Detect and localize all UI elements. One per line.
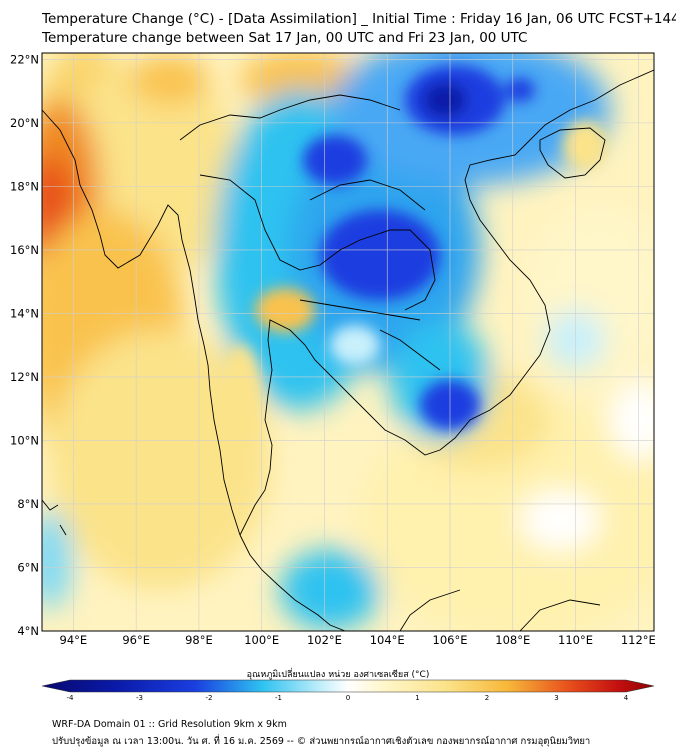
lat-tick-label: 22°N: [10, 52, 39, 66]
lon-tick-label: 102°E: [307, 633, 342, 647]
lon-tick-label: 98°E: [185, 633, 213, 647]
colorbar-tick-label: 3: [554, 694, 558, 702]
lat-tick-label: 12°N: [10, 370, 39, 384]
colorbar-tick-label: 0: [346, 694, 350, 702]
lat-tick-label: 20°N: [10, 116, 39, 130]
lat-tick-label: 6°N: [17, 560, 39, 574]
colorbar-tick-label: -4: [67, 694, 75, 702]
colorbar-tick-label: 2: [485, 694, 489, 702]
lat-tick-label: 8°N: [17, 497, 39, 511]
lon-tick-label: 104°E: [370, 633, 405, 647]
colorbar-label: อุณหภูมิเปลี่ยนแปลง หน่วย องศาเซลเซียส (…: [246, 670, 430, 680]
colorbar-tick-label: -1: [275, 694, 282, 702]
map-subtitle: Temperature change between Sat 17 Jan, 0…: [42, 30, 528, 46]
lon-tick-label: 96°E: [122, 633, 150, 647]
coastlines: [42, 69, 654, 631]
longitude-ticks: 94°E 96°E 98°E 100°E 102°E 104°E 106°E 108°E 110…: [60, 633, 656, 647]
lon-tick-label: 108°E: [495, 633, 530, 647]
lat-tick-label: 14°N: [10, 306, 39, 320]
footer-credit: ปรับปรุงข้อมูล ณ เวลา 13:00น. วัน ศ. ที่…: [52, 736, 591, 747]
colorbar-tick-label: 1: [415, 694, 419, 702]
colorbar-bar: [41, 679, 655, 693]
lat-tick-label: 18°N: [10, 179, 39, 193]
latitude-ticks: 22°N 20°N 18°N 16°N 14°N 12°N 10°N 8°N 6°N 4°N: [10, 52, 39, 638]
map-title: Temperature Change (°C) - [Data Assimila…: [42, 11, 676, 27]
colorbar-tick-label: -2: [206, 694, 213, 702]
lon-tick-label: 106°E: [433, 633, 468, 647]
lon-tick-label: 112°E: [621, 633, 656, 647]
lat-tick-label: 4°N: [17, 624, 39, 638]
lon-tick-label: 110°E: [558, 633, 593, 647]
lon-tick-label: 100°E: [244, 633, 279, 647]
lat-tick-label: 16°N: [10, 243, 39, 257]
lat-tick-label: 10°N: [10, 433, 39, 447]
gridlines: [42, 53, 654, 631]
lon-tick-label: 94°E: [60, 633, 88, 647]
plot-frame: [41, 52, 655, 632]
colorbar-tick-label: 4: [624, 694, 629, 702]
temperature-field: [42, 53, 654, 631]
footer-model-info: WRF-DA Domain 01 :: Grid Resolution 9km …: [52, 719, 287, 730]
colorbar-tick-label: -3: [136, 694, 143, 702]
colorbar: -4 -3 -2 -1 0 1 2 3 4: [41, 679, 655, 702]
